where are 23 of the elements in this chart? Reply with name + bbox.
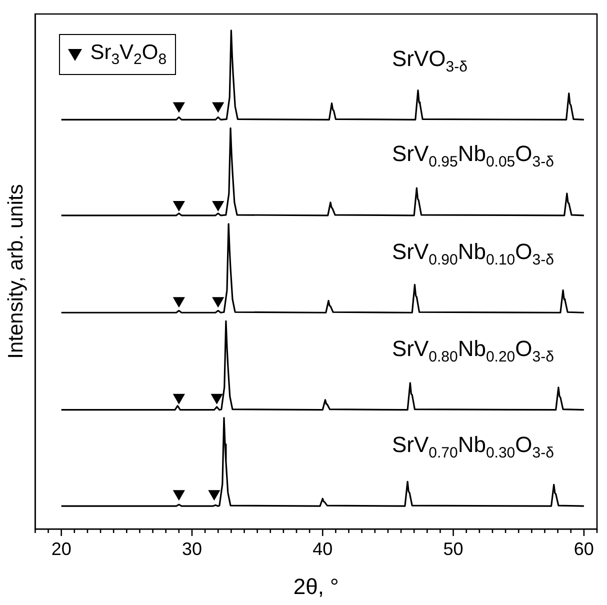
series-label: SrV$_{0.95}$Nb$_{0.05}$O$_{3-δ}$ [392,141,554,171]
point [173,394,185,404]
point [212,297,224,308]
point [173,490,185,500]
series-label: SrV$_{0.80}$Nb$_{0.20}$O$_{3-δ}$ [392,336,554,366]
point [173,102,185,112]
x-tick-label: 20 [51,538,72,559]
x-axis-title: 2θ, ° [293,574,339,599]
series-label: SrV$_{0.90}$Nb$_{0.10}$O$_{3-δ}$ [392,238,554,268]
x-tick-label: 60 [574,538,594,559]
point [211,394,222,404]
series-label: SrV$_{0.70}$Nb$_{0.30}$O$_{3-δ}$ [392,432,554,462]
x-tick-label: 40 [312,538,333,559]
point [212,102,224,112]
y-axis-title: Intensity, arb. units [4,184,28,359]
point [208,490,220,500]
x-tick-label: 50 [443,538,464,559]
point [173,200,185,211]
x-tick-label: 30 [182,538,202,559]
legend-label: Sr$_{3}$V$_{2}$O$_{8}$ [90,41,167,68]
point [173,297,185,308]
series-label: SrVO$_{3-δ}$ [392,46,468,76]
point [212,200,224,211]
